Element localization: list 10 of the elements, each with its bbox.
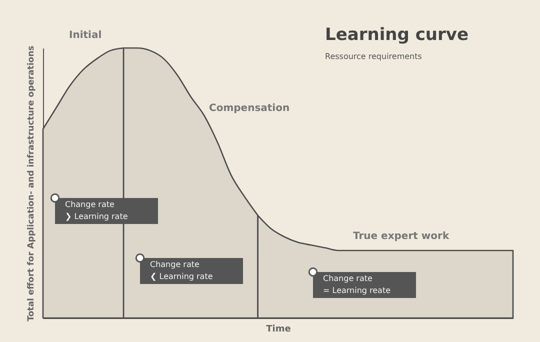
text: Ressource requirements (325, 52, 422, 61)
annotation: True expert work (353, 231, 450, 242)
chart-title: Learning curve (325, 25, 469, 45)
y-axis-title: Total effort for Application- and infrastructure operations (26, 46, 36, 322)
annotation: Compensation (209, 103, 290, 114)
x-axis-title: Time (266, 324, 291, 334)
annotation: Change rate = Learning reate (323, 274, 391, 295)
annotation: Change rate ❯ Learning rate (65, 200, 128, 221)
text: Initial (69, 30, 102, 41)
annotation: Change rate ❮ Learning rate (150, 260, 213, 281)
